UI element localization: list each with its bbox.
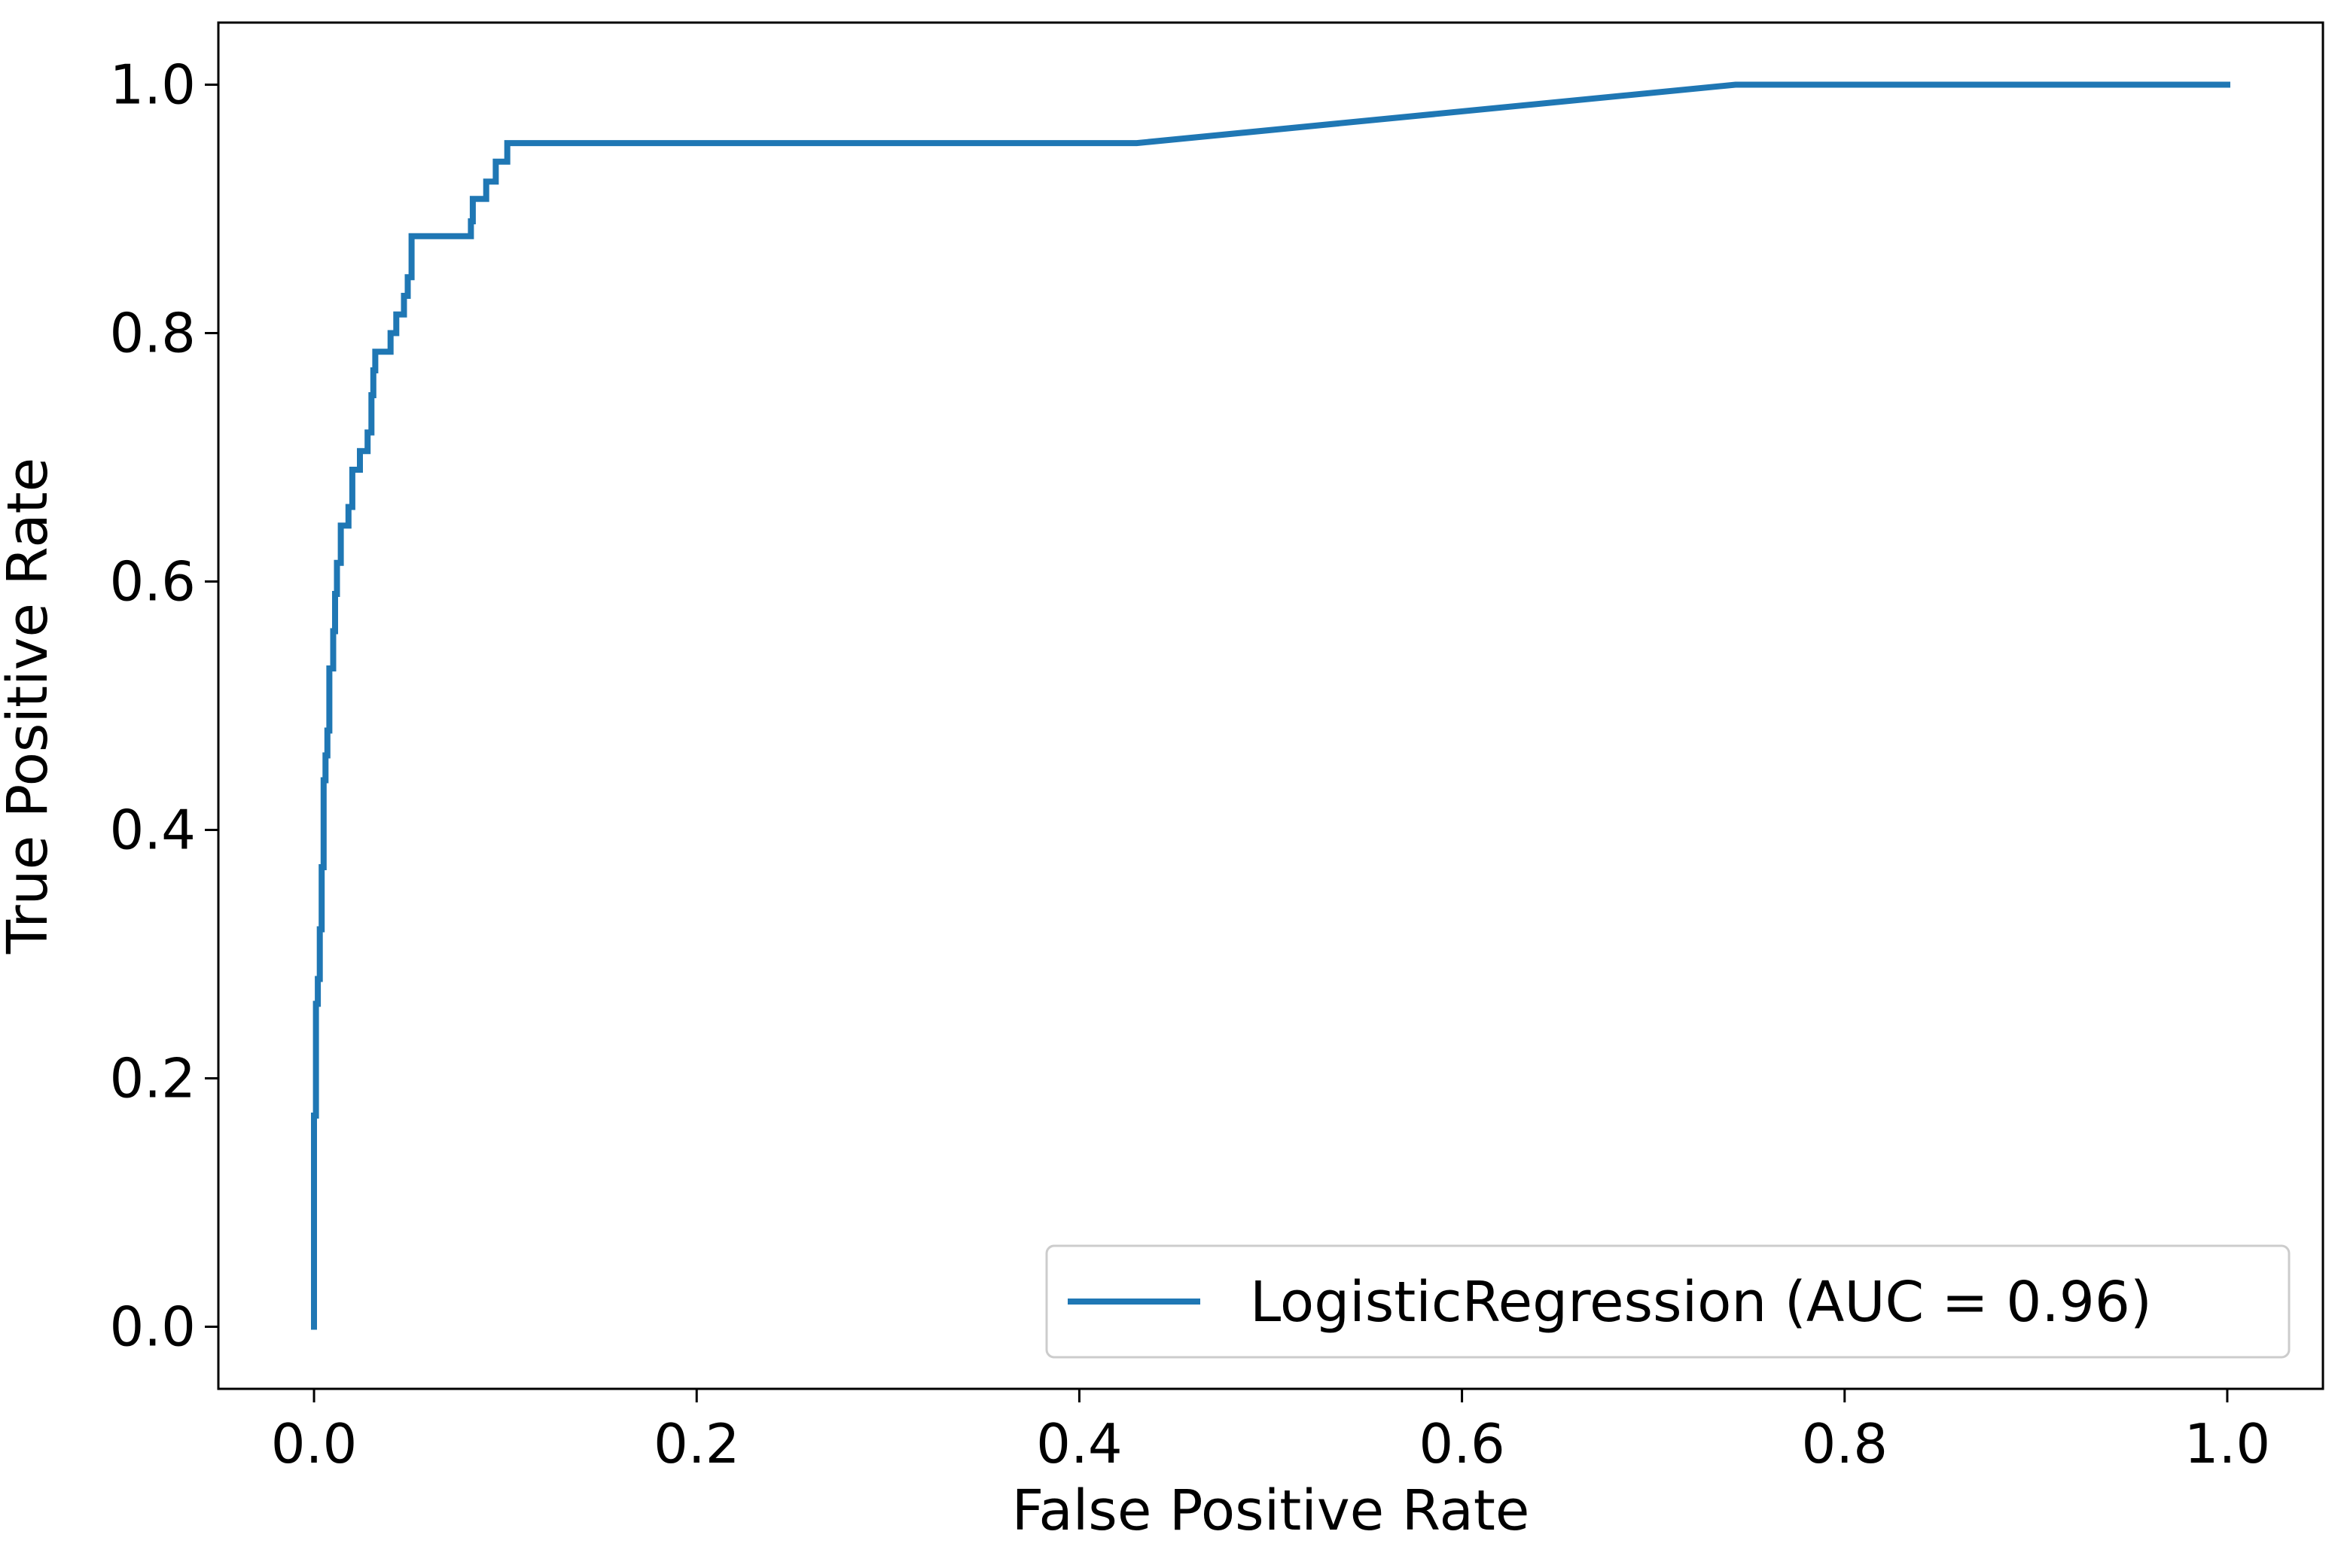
x-axis-label: False Positive Rate: [1012, 1478, 1530, 1543]
lines-layer: [311, 81, 2230, 1330]
y-tick-label: 1.0: [109, 53, 196, 117]
y-tick-label: 0.6: [109, 550, 196, 613]
x-tick-label: 1.0: [2184, 1412, 2271, 1475]
y-axis-label: True Positive Rate: [0, 458, 60, 955]
ticks-layer: 0.0 0.2 0.4 0.6 0.8 1.0 0.0 0.2 0.4 0.6 0.8 1.0: [109, 53, 2270, 1476]
y-tick-label: 0.0: [109, 1296, 196, 1359]
legend-entry-label: LogisticRegression (AUC = 0.96): [1250, 1270, 2152, 1335]
y-tick-label: 0.2: [109, 1047, 196, 1110]
y-tick-label: 0.4: [109, 799, 196, 862]
roc-curve-line: [311, 81, 2230, 1330]
x-tick-label: 0.0: [271, 1412, 358, 1475]
legend-box: [1045, 1244, 2291, 1359]
x-tick-label: 0.2: [654, 1412, 740, 1475]
x-tick-label: 0.4: [1036, 1412, 1123, 1475]
y-tick-label: 0.8: [109, 302, 196, 365]
axes-frame: [217, 21, 2324, 1390]
legend: LogisticRegression (AUC = 0.96): [1045, 1244, 2291, 1359]
x-tick-label: 0.8: [1802, 1412, 1888, 1475]
x-tick-label: 0.6: [1419, 1412, 1505, 1475]
